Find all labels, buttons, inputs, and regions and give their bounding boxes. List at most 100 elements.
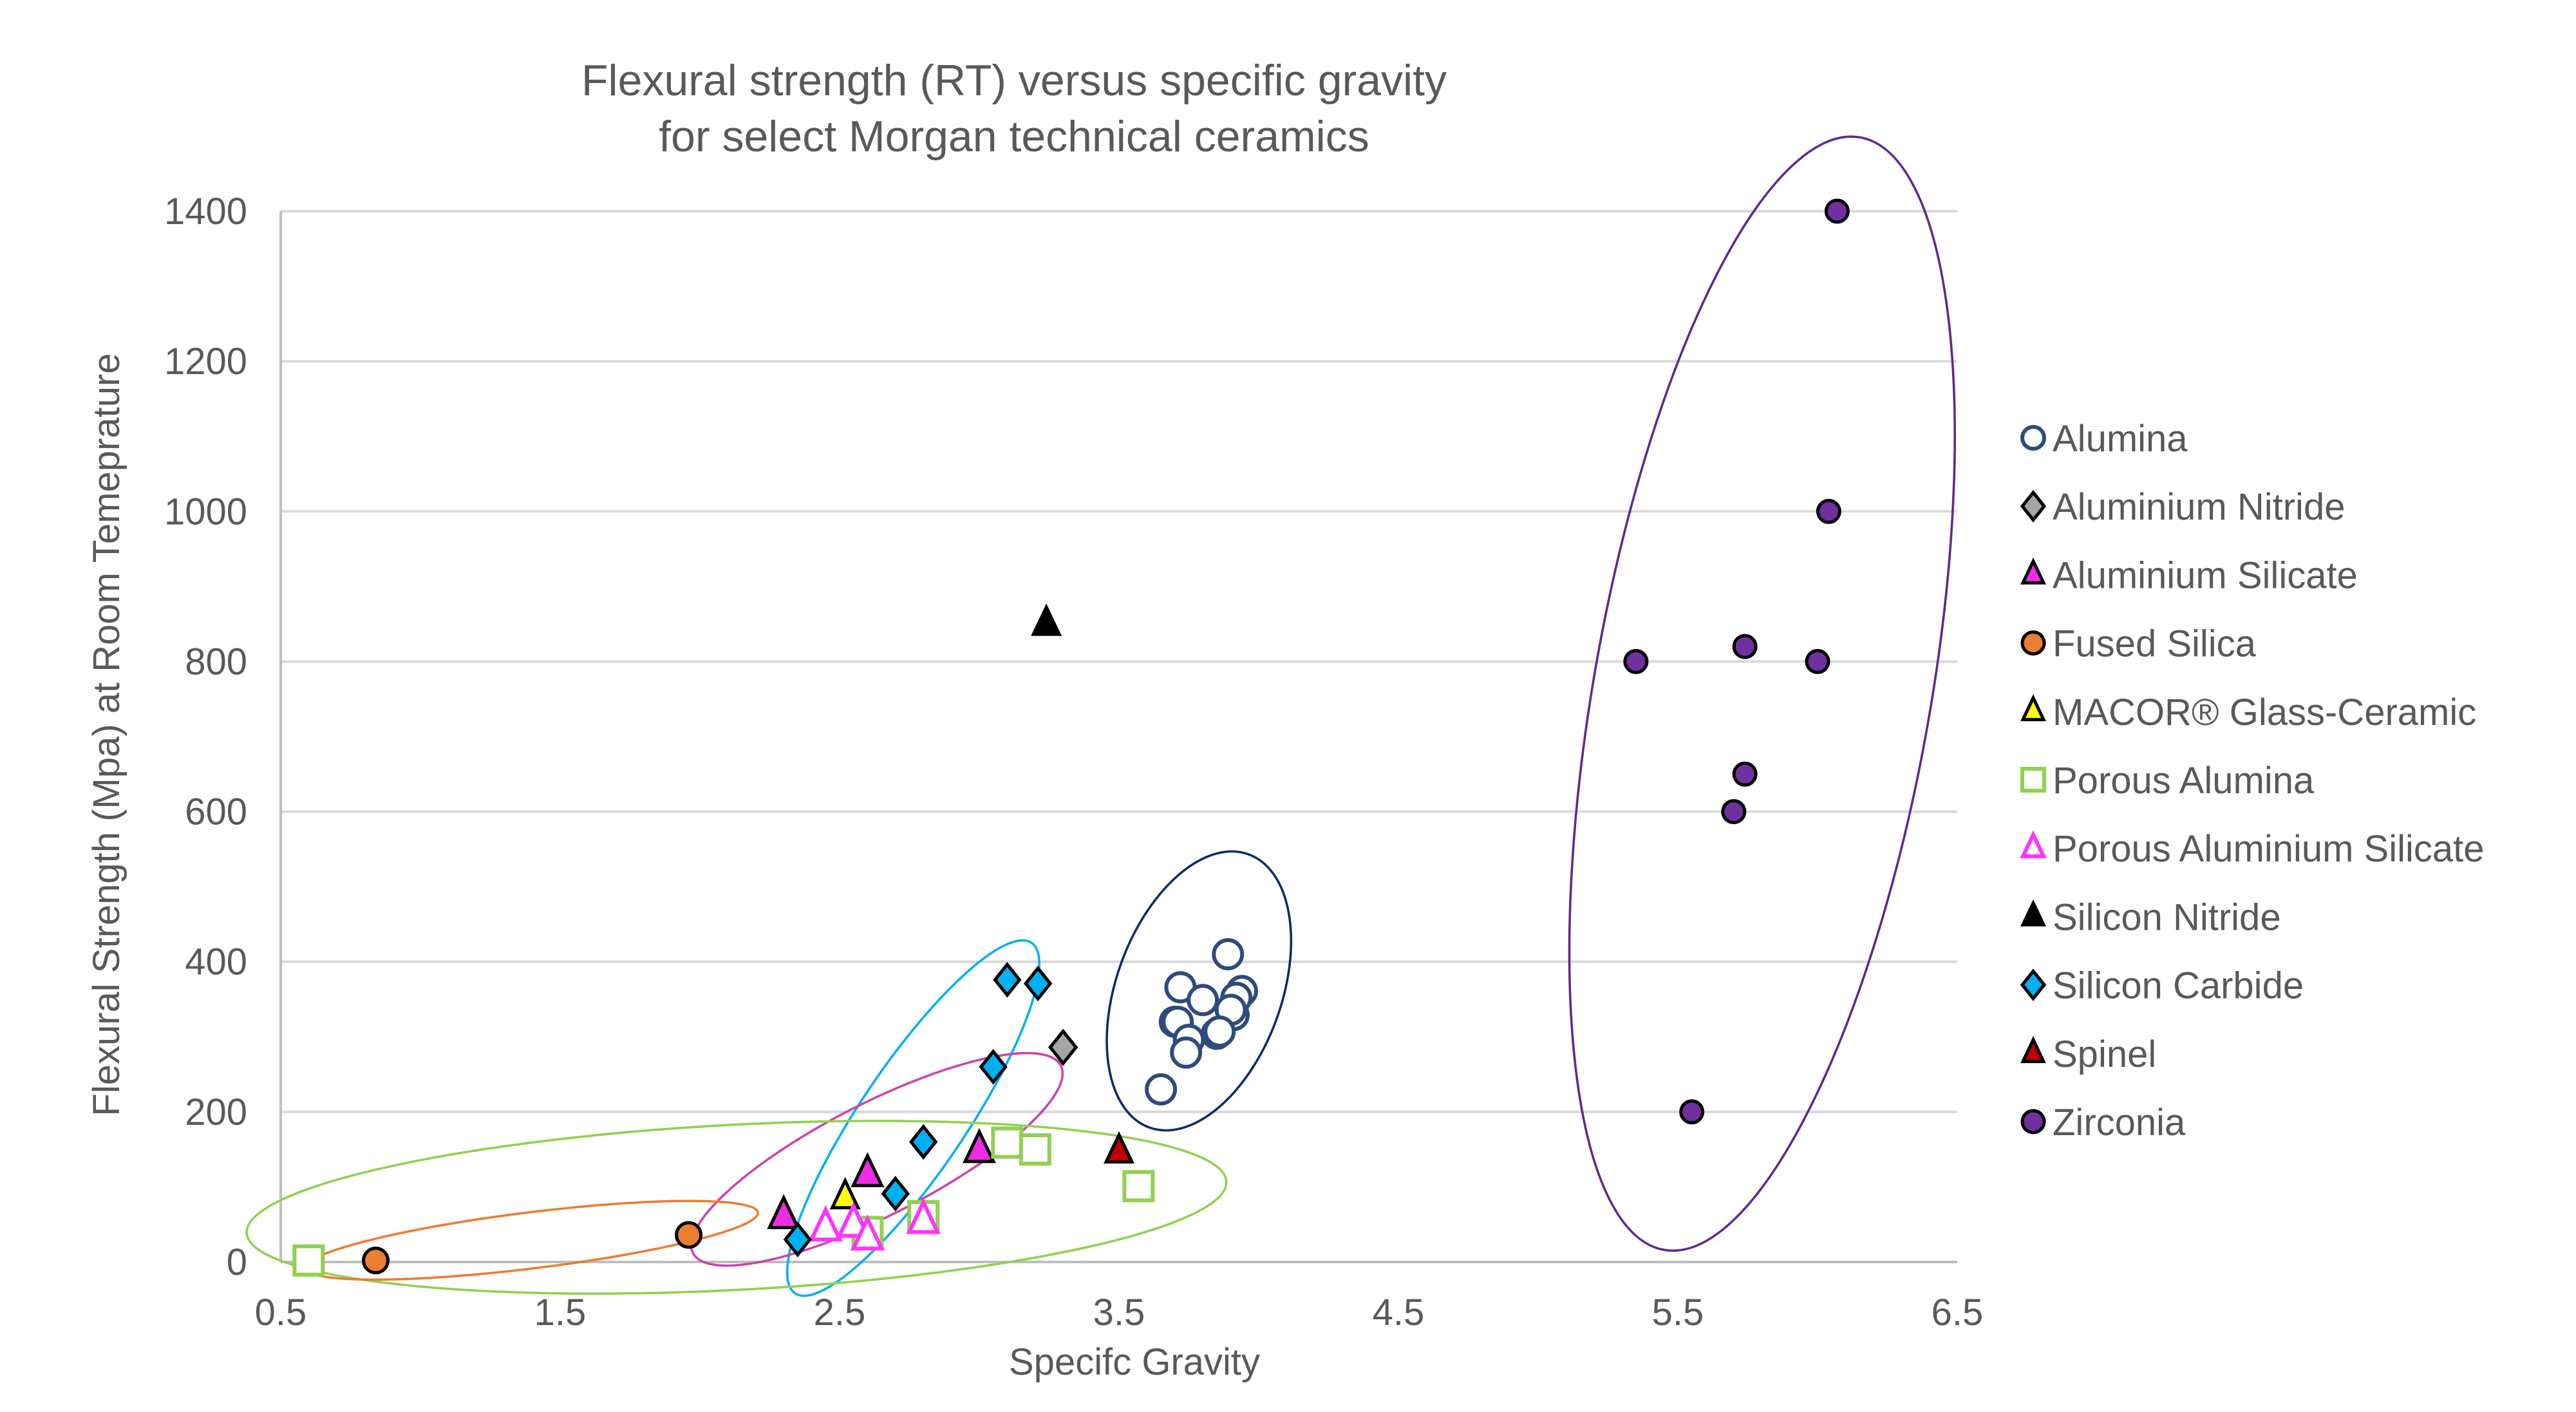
legend-item: Aluminium Nitride — [2020, 486, 2345, 528]
y-tick-label: 400 — [185, 941, 247, 983]
data-point — [851, 1152, 885, 1187]
y-tick-label: 800 — [185, 641, 247, 682]
group-ellipse-zirconia — [1568, 135, 1956, 1252]
legend-item: Spinel — [2020, 1033, 2156, 1075]
data-point — [1048, 1028, 1078, 1066]
legend-item: Silicon Nitride — [2020, 896, 2281, 938]
series-porous-aluminium-silicate — [808, 1198, 941, 1251]
legend-item: MACOR® Glass-Ceramic — [2020, 692, 2476, 733]
series-aluminium-silicate — [767, 1127, 996, 1229]
legend-label: MACOR® Glass-Ceramic — [2053, 692, 2476, 733]
legend-marker-icon — [2020, 489, 2047, 523]
data-point — [1212, 938, 1245, 971]
legend: Alumina Aluminium Nitride Aluminium Silica… — [2020, 418, 2485, 1144]
legend-label: Aluminium Nitride — [2053, 486, 2345, 528]
x-tick-label: 2.5 — [814, 1292, 866, 1333]
series-macor-glass-ceramic — [829, 1176, 861, 1210]
series-silicon-carbide — [783, 961, 1053, 1257]
legend-item: Fused Silica — [2020, 623, 2257, 665]
group-ellipse-aluminium-silicate — [690, 1051, 1064, 1267]
y-tick-label: 600 — [185, 791, 247, 833]
legend-marker-icon — [2020, 968, 2047, 1001]
group-ellipse-porous-alumina — [245, 1120, 1228, 1295]
chart-title-line-2: for select Morgan technical ceramics — [659, 112, 1369, 161]
gridlines — [279, 210, 1957, 1263]
legend-label: Porous Alumina — [2053, 760, 2315, 802]
data-point — [1824, 198, 1850, 224]
data-point — [1816, 498, 1841, 524]
data-point — [993, 961, 1022, 998]
legend-label: Spinel — [2053, 1033, 2156, 1075]
x-tick-labels: 0.5 1.5 2.5 3.5 4.5 5.5 6.5 — [255, 1292, 1984, 1333]
legend-item: Aluminium Silicate — [2020, 554, 2358, 596]
y-axis-label: Flexural Strength (Mpa) at Room Temeprat… — [86, 353, 127, 1116]
legend-marker-icon — [2020, 557, 2046, 585]
data-point — [850, 1214, 885, 1251]
y-tick-label: 1400 — [164, 191, 247, 232]
data-point — [362, 1247, 390, 1275]
data-point — [881, 1176, 910, 1212]
data-point — [1031, 603, 1062, 636]
legend-marker-icon — [2020, 1109, 2046, 1134]
legend-item: Alumina — [2020, 418, 2188, 460]
x-tick-label: 3.5 — [1093, 1292, 1145, 1333]
legend-label: Alumina — [2053, 418, 2188, 460]
data-point — [675, 1221, 703, 1249]
series-aluminium-nitride — [1048, 1028, 1078, 1066]
series-spinel — [1104, 1131, 1134, 1164]
data-point — [991, 1126, 1024, 1159]
data-point — [783, 1221, 813, 1257]
data-point — [1023, 965, 1053, 1002]
series-silicon-nitride — [1031, 603, 1062, 636]
legend-item: Porous Alumina — [2020, 760, 2315, 802]
legend-label: Fused Silica — [2053, 623, 2257, 665]
legend-label: Porous Aluminium Silicate — [2053, 828, 2485, 870]
series-fused-silica — [362, 1221, 703, 1275]
data-point — [1721, 799, 1747, 825]
data-point — [1019, 1133, 1051, 1166]
data-point — [808, 1205, 843, 1242]
chart-title-line-1: Flexural strength (RT) versus specific g… — [581, 56, 1447, 105]
data-point — [1145, 1073, 1178, 1106]
x-tick-label: 1.5 — [534, 1292, 587, 1333]
legend-label: Aluminium Silicate — [2053, 554, 2358, 596]
group-ellipse-alumina — [1105, 850, 1293, 1132]
series-zirconia — [1623, 198, 1850, 1125]
x-tick-label: 5.5 — [1652, 1292, 1704, 1333]
x-tick-label: 6.5 — [1932, 1292, 1984, 1333]
data-point — [1732, 761, 1758, 787]
data-point — [1623, 648, 1649, 674]
legend-marker-icon — [2020, 630, 2046, 656]
data-point — [906, 1198, 941, 1234]
y-tick-label: 1000 — [164, 491, 247, 532]
data-point — [908, 1124, 938, 1160]
data-point — [1679, 1099, 1705, 1125]
series-alumina — [1145, 938, 1258, 1106]
legend-marker-icon — [2020, 767, 2046, 793]
data-point — [979, 1049, 1008, 1085]
data-point — [836, 1201, 871, 1238]
data-point — [1187, 984, 1219, 1017]
data-point — [1170, 1036, 1203, 1069]
legend-item: Zirconia — [2020, 1102, 2186, 1144]
data-point — [1805, 648, 1830, 674]
y-tick-label: 0 — [227, 1241, 247, 1283]
data-point — [1122, 1170, 1155, 1203]
data-point — [1203, 1015, 1236, 1048]
legend-marker-icon — [2020, 830, 2047, 858]
legend-item: Porous Aluminium Silicate — [2020, 828, 2485, 870]
data-points — [292, 198, 1850, 1277]
data-point — [292, 1244, 325, 1277]
x-tick-label: 0.5 — [255, 1292, 307, 1333]
legend-label: Zirconia — [2053, 1102, 2186, 1144]
group-ellipses — [245, 135, 1956, 1297]
data-point — [963, 1127, 996, 1163]
x-axis-label: Specifc Gravity — [1009, 1341, 1260, 1383]
legend-label: Silicon Carbide — [2053, 965, 2304, 1007]
legend-label: Silicon Nitride — [2053, 896, 2281, 938]
legend-item: Silicon Carbide — [2020, 965, 2304, 1007]
legend-marker-icon — [2020, 899, 2046, 927]
data-point — [1732, 634, 1758, 659]
